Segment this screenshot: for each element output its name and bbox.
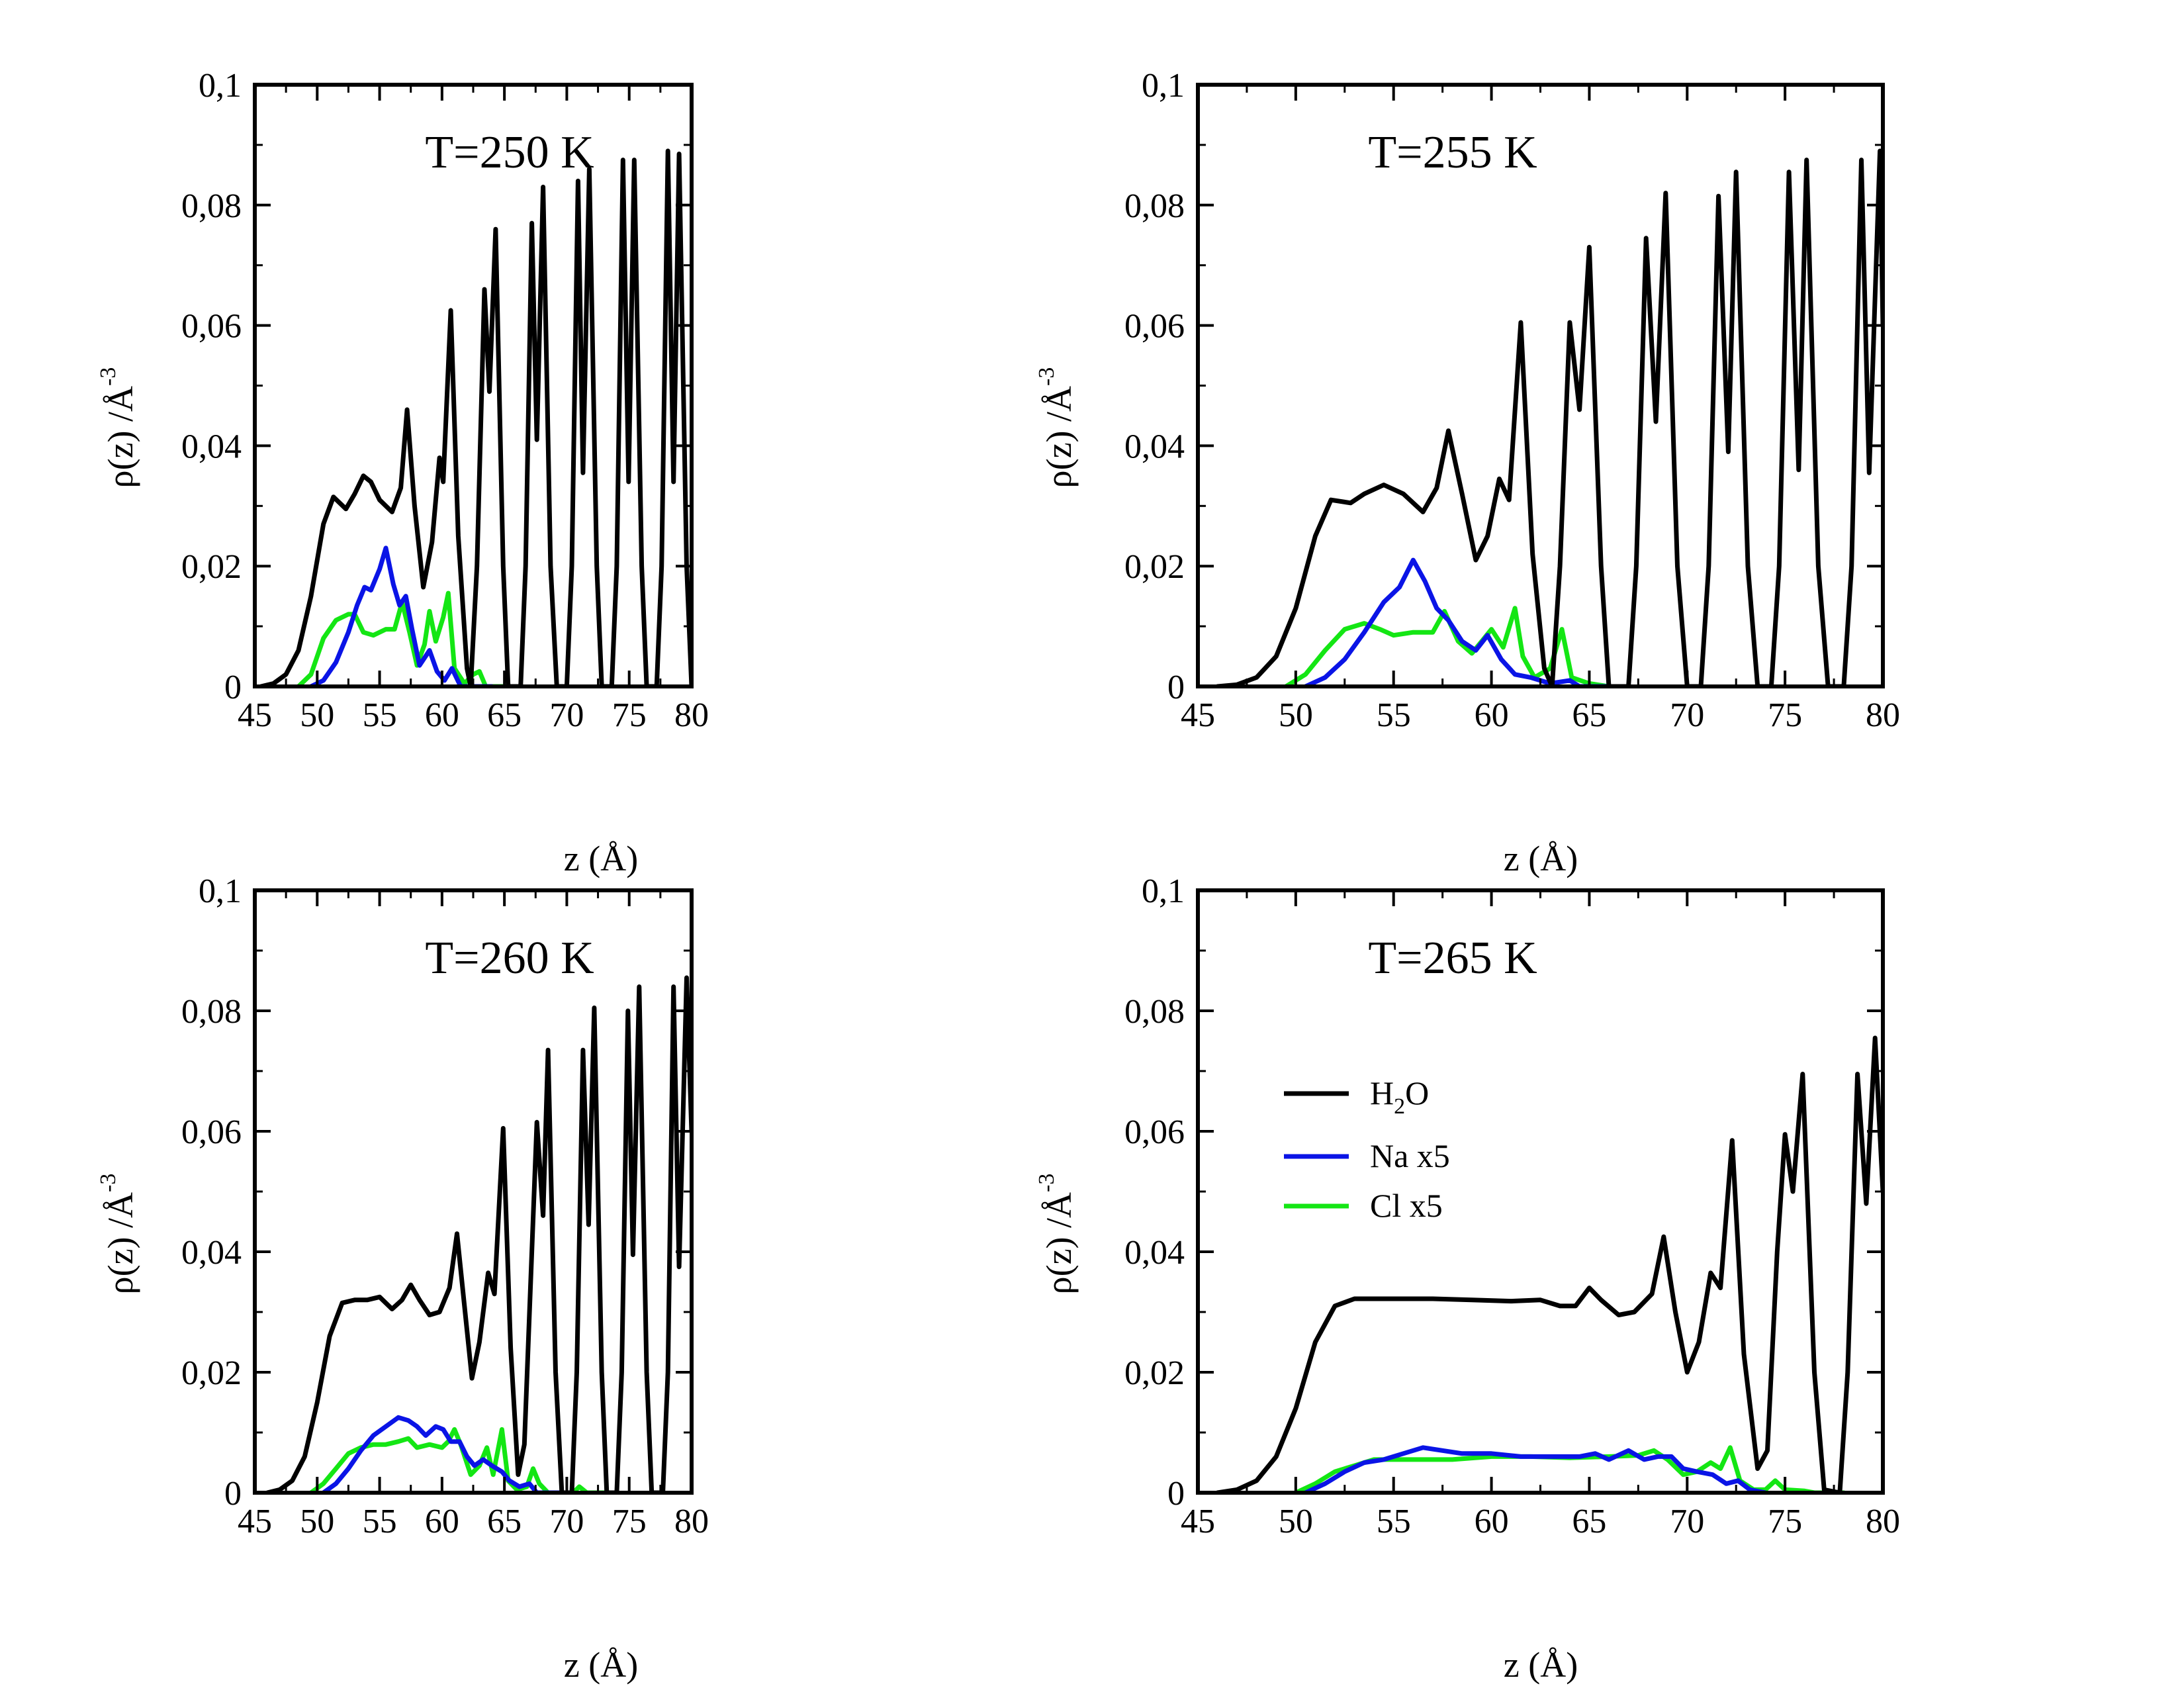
panel-t255-marks (1215, 148, 1883, 686)
panel-t260-ytick-label: 0,02 (181, 1354, 242, 1392)
panel-t255-xlabel: z (Å) (1504, 839, 1578, 878)
panel-t255-xtick-label: 70 (1670, 696, 1704, 734)
panel-t255-xtick-label: 60 (1475, 696, 1509, 734)
panel-t260-ytick-label: 0,04 (181, 1234, 242, 1272)
panel-t250-ytick-label: 0,06 (181, 308, 242, 346)
panel-t250: 45 50 55 60 65 70 75 80 0 0,02 0,04 0,06 0,08 0,1 T=2… (96, 67, 709, 878)
panel-t255-xtick-label: 55 (1377, 696, 1411, 734)
panel-t250-title: T=250 K (425, 127, 594, 178)
panel-t265-xtick-label: 50 (1279, 1503, 1313, 1540)
panel-t255-ytick-label: 0,04 (1124, 428, 1185, 465)
panel-t260-xtick-label: 45 (238, 1503, 272, 1540)
panel-t260-ylabel: ρ(z) /Å-3 (96, 1174, 140, 1295)
panel-t265-ytick-label: 0 (1167, 1475, 1185, 1513)
panel-t260-title: T=260 K (425, 933, 594, 984)
panel-t260: 45 50 55 60 65 70 75 80 0 0,02 0,04 0,06 0,08 0,1 T=2… (96, 872, 709, 1685)
panel-t260-xtick-label: 80 (674, 1503, 709, 1540)
panel-t255-xtick-label: 75 (1768, 696, 1802, 734)
panel-t265-xtick-label: 45 (1181, 1503, 1215, 1540)
panel-t265-xtick-label: 80 (1866, 1503, 1900, 1540)
panel-t265-ylabel: ρ(z) /Å-3 (1034, 1174, 1079, 1295)
legend-label-h2o: H2O (1370, 1074, 1429, 1119)
panel-t250-ylabel: ρ(z) /Å-3 (96, 367, 140, 489)
panel-t255-ytick-label: 0,06 (1124, 308, 1185, 346)
panel-t255-title: T=255 K (1368, 127, 1537, 178)
panel-t265-ytick-label: 0,08 (1124, 993, 1185, 1031)
panel-t260-marks (265, 975, 692, 1493)
panel-t255: 45 50 55 60 65 70 75 80 0 0,02 0,04 0,06 0,08 0,1 T=2… (1034, 67, 1900, 878)
panel-t250-ticks: 45 50 55 60 65 70 75 80 0 0,02 0,04 0,06 0,08 0,1 (181, 67, 709, 734)
panel-t265-title: T=265 K (1368, 933, 1537, 984)
panel-t250-ytick-label: 0,04 (181, 428, 242, 465)
panel-t250-xtick-label: 55 (363, 696, 397, 734)
panel-t255-frame (1196, 83, 1885, 688)
panel-t260-xtick-label: 50 (300, 1503, 334, 1540)
panel-t265-xtick-label: 70 (1670, 1503, 1704, 1540)
legend-label-cl: Cl x5 (1370, 1187, 1443, 1224)
panel-t255-ytick-label: 0 (1167, 669, 1185, 706)
panel-t265-xtick-label: 60 (1475, 1503, 1509, 1540)
panel-t260-ytick-label: 0,1 (199, 872, 242, 910)
panel-t260-xtick-label: 75 (612, 1503, 647, 1540)
panel-t260-xtick-label: 65 (487, 1503, 522, 1540)
panel-t260-series-h2o (265, 975, 692, 1493)
panel-t255-ticks: 45 50 55 60 65 70 75 80 0 0,02 0,04 0,06 0,08 0,1 (1124, 67, 1900, 734)
panel-t255-series-h2o (1215, 148, 1883, 686)
panel-t250-xtick-label: 50 (300, 696, 334, 734)
panel-t255-xtick-label: 80 (1866, 696, 1900, 734)
panel-t255-series-na-x5 (1303, 557, 1612, 686)
panel-t250-xtick-label: 70 (549, 696, 584, 734)
panel-t250-series-h2o (258, 148, 692, 686)
panel-t265-ytick-label: 0,02 (1124, 1354, 1185, 1392)
panel-t260-ytick-label: 0,08 (181, 993, 242, 1031)
panel-t250-xtick-label: 60 (425, 696, 459, 734)
panel-t265-marks (1215, 1035, 1883, 1493)
panel-t260-ytick-label: 0,06 (181, 1113, 242, 1151)
panel-t250-ytick-label: 0,08 (181, 187, 242, 225)
panel-t260-xtick-label: 55 (363, 1503, 397, 1540)
panel-t265: 45 50 55 60 65 70 75 80 0 0,02 0,04 0,06 0,08 0,1 T=2… (1034, 872, 1900, 1685)
panel-t265-xlabel: z (Å) (1504, 1645, 1578, 1685)
panel-t255-ytick-label: 0,1 (1142, 67, 1185, 105)
panel-t250-frame (253, 83, 694, 688)
panel-t255-xtick-label: 65 (1572, 696, 1606, 734)
panel-t260-xtick-label: 60 (425, 1503, 459, 1540)
panel-t250-ytick-label: 0 (224, 669, 242, 706)
panel-t250-series-cl-x5 (296, 590, 507, 686)
panel-t255-ylabel: ρ(z) /Å-3 (1034, 367, 1079, 489)
panel-t265-ytick-label: 0,1 (1142, 872, 1185, 910)
panel-t265-xtick-label: 75 (1768, 1503, 1802, 1540)
panel-t265-series-na-x5 (1303, 1445, 1768, 1493)
panel-t255-xtick-label: 45 (1181, 696, 1215, 734)
legend-label-na: Na x5 (1370, 1137, 1450, 1174)
panel-t260-frame (253, 888, 694, 1495)
legend: H2O Na x5 Cl x5 (1284, 1074, 1450, 1224)
panel-t265-ytick-label: 0,06 (1124, 1113, 1185, 1151)
panel-t265-xtick-label: 65 (1572, 1503, 1606, 1540)
panel-t250-xtick-label: 45 (238, 696, 272, 734)
panel-t250-xtick-label: 65 (487, 696, 522, 734)
panel-t260-ytick-label: 0 (224, 1475, 242, 1513)
panel-t265-xtick-label: 55 (1377, 1503, 1411, 1540)
panel-t260-xlabel: z (Å) (564, 1645, 638, 1685)
panel-t255-xtick-label: 50 (1279, 696, 1313, 734)
panel-t265-ytick-label: 0,04 (1124, 1234, 1185, 1272)
panel-t250-ytick-label: 0,02 (181, 548, 242, 586)
panel-t255-ytick-label: 0,02 (1124, 548, 1185, 586)
panel-t265-frame (1196, 888, 1885, 1495)
panel-t260-xtick-label: 70 (549, 1503, 584, 1540)
panel-t265-ticks: 45 50 55 60 65 70 75 80 0 0,02 0,04 0,06 0,08 0,1 (1124, 872, 1900, 1540)
panel-t250-xtick-label: 80 (674, 696, 709, 734)
panel-t260-series-cl-x5 (308, 1427, 607, 1493)
panel-t250-xtick-label: 75 (612, 696, 647, 734)
panel-t250-xlabel: z (Å) (564, 839, 638, 878)
panel-t250-ytick-label: 0,1 (199, 67, 242, 105)
panel-t260-series-na-x5 (321, 1415, 569, 1493)
panel-t255-ytick-label: 0,08 (1124, 187, 1185, 225)
panel-t265-series-h2o (1215, 1035, 1883, 1493)
